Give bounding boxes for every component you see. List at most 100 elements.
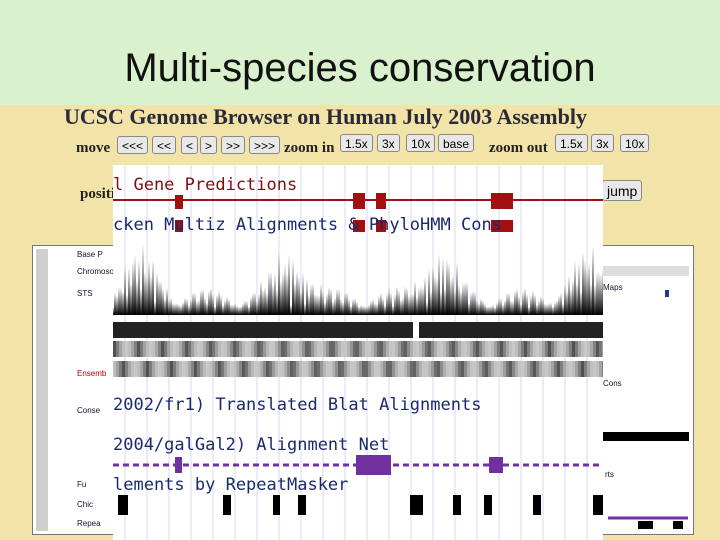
position-label: positi	[80, 186, 116, 202]
alignment-cell	[410, 361, 413, 377]
alignment-cell	[173, 361, 176, 377]
alignment-cell	[122, 361, 125, 377]
alignment-cell	[512, 341, 515, 357]
alignment-cell	[530, 361, 533, 377]
alignment-cell	[128, 341, 131, 357]
alignment-cell	[437, 361, 440, 377]
alignment-cell	[527, 341, 530, 357]
alignment-cell	[398, 341, 401, 357]
alignment-cell	[131, 341, 134, 357]
alignment-cell	[113, 361, 116, 377]
alignment-cell	[362, 361, 365, 377]
alignment-cell	[128, 361, 131, 377]
nav-button[interactable]: 10x	[406, 134, 436, 152]
alignment-cell	[332, 361, 335, 377]
alignment-cell	[545, 361, 548, 377]
nav-button[interactable]: >	[200, 136, 218, 154]
repeat-blocks	[118, 495, 603, 515]
net-blocks	[175, 455, 503, 475]
alignment-cell	[287, 341, 290, 357]
alignment-cell	[398, 361, 401, 377]
alignment-cell	[143, 361, 146, 377]
alignment-cell	[158, 341, 161, 357]
alignment-cell	[515, 341, 518, 357]
alignment-cell	[539, 341, 542, 357]
alignment-cell	[299, 341, 302, 357]
alignment-cell	[116, 361, 119, 377]
alignment-cell	[194, 341, 197, 357]
alignment-cell	[266, 341, 269, 357]
alignment-cell	[338, 341, 341, 357]
alignment-cell	[383, 341, 386, 357]
alignment-cell	[203, 361, 206, 377]
nav-button[interactable]: >>	[221, 136, 246, 154]
alignment-cell	[434, 361, 437, 377]
nav-button[interactable]: 10x	[620, 134, 650, 152]
alignment-cell	[203, 341, 206, 357]
alignment-cell	[401, 341, 404, 357]
alignment-cell	[164, 361, 167, 377]
alignment-cell	[434, 341, 437, 357]
alignment-cell	[362, 341, 365, 357]
alignment-cell	[254, 361, 257, 377]
alignment-cell	[494, 341, 497, 357]
alignment-cell	[599, 341, 602, 357]
alignment-cell	[125, 341, 128, 357]
nav-button[interactable]: <	[181, 136, 199, 154]
alignment-cell	[152, 361, 155, 377]
alignment-cell	[566, 361, 569, 377]
alignment-cell	[296, 341, 299, 357]
alignment-cell	[149, 361, 152, 377]
alignment-cell	[185, 361, 188, 377]
alignment-cell	[152, 341, 155, 357]
overlay-track-label: lements by RepeatMasker	[113, 475, 349, 495]
nav-button[interactable]: 3x	[591, 134, 614, 152]
alignment-cell	[542, 341, 545, 357]
alignment-cell	[224, 361, 227, 377]
alignment-cell	[464, 341, 467, 357]
nav-button[interactable]: 1.5x	[555, 134, 588, 152]
alignment-cell	[413, 341, 416, 357]
alignment-cell	[515, 361, 518, 377]
alignment-cell	[248, 341, 251, 357]
nav-button[interactable]: >>>	[249, 136, 281, 154]
nav-button[interactable]: 3x	[377, 134, 400, 152]
jump-button[interactable]: jump	[602, 180, 643, 201]
alignment-cell	[296, 361, 299, 377]
browser-heading: UCSC Genome Browser on Human July 2003 A…	[64, 104, 587, 129]
nav-button[interactable]: base	[438, 134, 475, 152]
alignment-cell	[479, 361, 482, 377]
alignment-cell	[179, 341, 182, 357]
alignment-cell	[200, 341, 203, 357]
alignment-cell	[308, 361, 311, 377]
alignment-cell	[497, 341, 500, 357]
alignment-cell	[503, 341, 506, 357]
alignment-cell	[542, 361, 545, 377]
alignment-cell	[269, 341, 272, 357]
conservation-histogram	[113, 244, 603, 315]
alignment-cell	[476, 341, 479, 357]
alignment-cell	[491, 341, 494, 357]
slide-title: Multi-species conservation	[0, 0, 720, 105]
alignment-cell	[446, 361, 449, 377]
alignment-cell	[347, 361, 350, 377]
alignment-cell	[488, 341, 491, 357]
alignment-cell	[512, 361, 515, 377]
alignment-cell	[167, 361, 170, 377]
nav-button[interactable]: <<	[152, 136, 177, 154]
alignment-cell	[335, 341, 338, 357]
alignment-cell	[524, 341, 527, 357]
nav-button[interactable]: <<<	[117, 136, 149, 154]
alignment-cell	[239, 361, 242, 377]
alignment-cell	[383, 361, 386, 377]
alignment-cell	[461, 361, 464, 377]
nav-button[interactable]: 1.5x	[340, 134, 373, 152]
alignment-cell	[602, 361, 603, 377]
alignment-cell	[182, 341, 185, 357]
alignment-cell	[521, 341, 524, 357]
alignment-cell	[173, 341, 176, 357]
alignment-cell	[140, 361, 143, 377]
alignment-cell	[494, 361, 497, 377]
alignment-cell	[353, 361, 356, 377]
alignment-cell	[506, 361, 509, 377]
